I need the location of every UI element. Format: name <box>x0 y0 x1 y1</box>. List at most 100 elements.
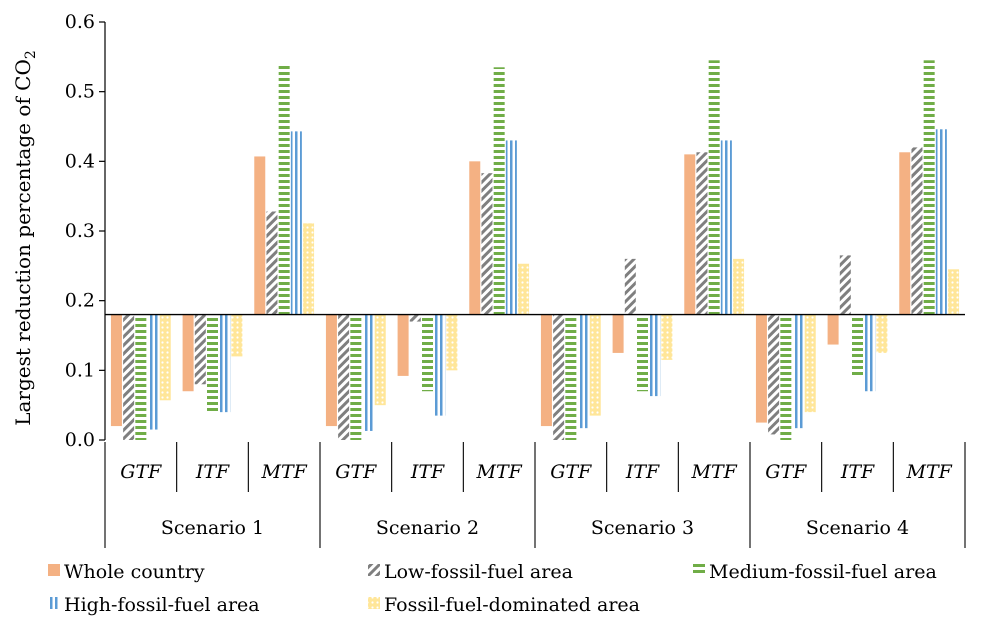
bar-fossil-fuel-dominated-area <box>948 269 960 315</box>
bar-medium-fossil-fuel-area <box>780 314 792 440</box>
bar-high-fossil-fuel-area <box>935 129 947 315</box>
y-axis-label-text: Largest reduction percentage of CO <box>11 59 35 426</box>
bar-low-fossil-fuel-area <box>194 314 206 385</box>
category-label: MTF <box>261 461 308 483</box>
category-label: GTF <box>120 461 162 483</box>
bar-medium-fossil-fuel-area <box>350 314 362 440</box>
category-label: GTF <box>765 461 807 483</box>
bar-medium-fossil-fuel-area <box>207 314 218 413</box>
bar-whole-country <box>540 314 552 427</box>
y-tick-label: 0.4 <box>65 150 95 172</box>
bar-whole-country <box>612 314 624 353</box>
category-label: ITF <box>840 461 875 483</box>
bar-whole-country <box>827 314 839 345</box>
bar-low-fossil-fuel-area <box>409 314 421 322</box>
bar-high-fossil-fuel-area <box>649 314 661 397</box>
bar-low-fossil-fuel-area <box>266 211 278 315</box>
bar-fossil-fuel-dominated-area <box>518 263 530 315</box>
category-label: ITF <box>410 461 445 483</box>
y-axis-label: Largest reduction percentage of CO2 <box>11 50 39 426</box>
bar-fossil-fuel-dominated-area <box>159 314 171 401</box>
legend: Whole country Low-fossil-fuel area Medium-… <box>48 561 937 616</box>
legend-swatch <box>368 564 380 576</box>
bar-high-fossil-fuel-area <box>577 314 589 429</box>
bar-low-fossil-fuel-area <box>624 258 636 315</box>
category-label: ITF <box>625 461 660 483</box>
legend-label: High-fossil-fuel area <box>64 594 260 616</box>
bar-medium-fossil-fuel-area <box>565 314 577 440</box>
legend-swatch <box>48 597 60 609</box>
bar-whole-country <box>899 152 911 315</box>
bar-low-fossil-fuel-area <box>481 173 493 315</box>
bar-medium-fossil-fuel-area <box>708 60 720 315</box>
bar-whole-country <box>469 161 481 315</box>
bar-fossil-fuel-dominated-area <box>589 314 601 416</box>
bar-high-fossil-fuel-area <box>362 314 374 431</box>
bar-fossil-fuel-dominated-area <box>661 314 673 360</box>
bar-whole-country <box>325 314 337 427</box>
scenario-label: Scenario 4 <box>806 517 909 539</box>
bar-low-fossil-fuel-area <box>696 152 708 315</box>
bar-whole-country <box>397 314 409 376</box>
bar-fossil-fuel-dominated-area <box>303 223 315 315</box>
category-label: MTF <box>906 461 953 483</box>
legend-label: Low-fossil-fuel area <box>384 561 573 583</box>
category-label: GTF <box>550 461 592 483</box>
bar-medium-fossil-fuel-area <box>493 67 505 315</box>
y-tick-label: 0.1 <box>65 359 95 381</box>
scenario-label: Scenario 3 <box>591 517 694 539</box>
bar-high-fossil-fuel-area <box>864 314 876 392</box>
bar-medium-fossil-fuel-area <box>637 314 648 392</box>
y-tick-label: 0.2 <box>65 290 95 312</box>
bar-low-fossil-fuel-area <box>123 314 135 440</box>
bar-whole-country <box>755 314 767 423</box>
bar-high-fossil-fuel-area <box>505 140 517 315</box>
bar-low-fossil-fuel-area <box>768 314 780 435</box>
y-axis-label-subscript: 2 <box>23 50 39 59</box>
bars <box>110 60 960 440</box>
bar-fossil-fuel-dominated-area <box>231 314 243 357</box>
bar-whole-country <box>254 156 266 315</box>
bar-fossil-fuel-dominated-area <box>804 314 816 413</box>
bar-whole-country <box>684 154 696 315</box>
bar-high-fossil-fuel-area <box>720 140 732 315</box>
scenario-label: Scenario 2 <box>376 517 479 539</box>
scenario-label: Scenario 1 <box>161 517 264 539</box>
legend-swatch <box>368 597 380 609</box>
bar-high-fossil-fuel-area <box>290 131 302 315</box>
bar-fossil-fuel-dominated-area <box>733 258 745 315</box>
bar-medium-fossil-fuel-area <box>278 63 290 315</box>
bar-low-fossil-fuel-area <box>338 314 350 440</box>
bar-whole-country <box>110 314 122 427</box>
bar-medium-fossil-fuel-area <box>923 60 935 315</box>
bar-low-fossil-fuel-area <box>839 255 851 315</box>
bar-high-fossil-fuel-area <box>434 314 446 416</box>
bar-high-fossil-fuel-area <box>147 314 159 430</box>
y-tick-label: 0.3 <box>65 220 95 242</box>
bar-high-fossil-fuel-area <box>792 314 804 429</box>
bar-fossil-fuel-dominated-area <box>446 314 458 371</box>
category-label: GTF <box>335 461 377 483</box>
legend-swatch <box>48 564 60 576</box>
bar-whole-country <box>182 314 194 392</box>
bar-medium-fossil-fuel-area <box>852 314 863 376</box>
category-label: MTF <box>691 461 738 483</box>
bar-low-fossil-fuel-area <box>911 147 923 315</box>
legend-swatch <box>693 564 705 576</box>
legend-label: Fossil-fuel-dominated area <box>384 594 640 616</box>
bar-high-fossil-fuel-area <box>219 314 231 413</box>
bar-low-fossil-fuel-area <box>553 314 565 440</box>
category-label: ITF <box>195 461 230 483</box>
y-tick-label: 0.6 <box>65 11 95 33</box>
legend-label: Medium-fossil-fuel area <box>709 561 937 583</box>
bar-fossil-fuel-dominated-area <box>374 314 386 406</box>
y-tick-label: 0.0 <box>65 429 95 451</box>
legend-label: Whole country <box>64 561 205 583</box>
category-label: MTF <box>476 461 523 483</box>
bar-medium-fossil-fuel-area <box>135 314 147 440</box>
axes: 0.0 0.1 0.2 0.3 0.4 0.5 0.6 GTF ITF MTF Scenario 1… <box>65 11 966 548</box>
bar-fossil-fuel-dominated-area <box>876 314 888 353</box>
y-tick-label: 0.5 <box>65 81 95 103</box>
bar-medium-fossil-fuel-area <box>422 314 433 392</box>
